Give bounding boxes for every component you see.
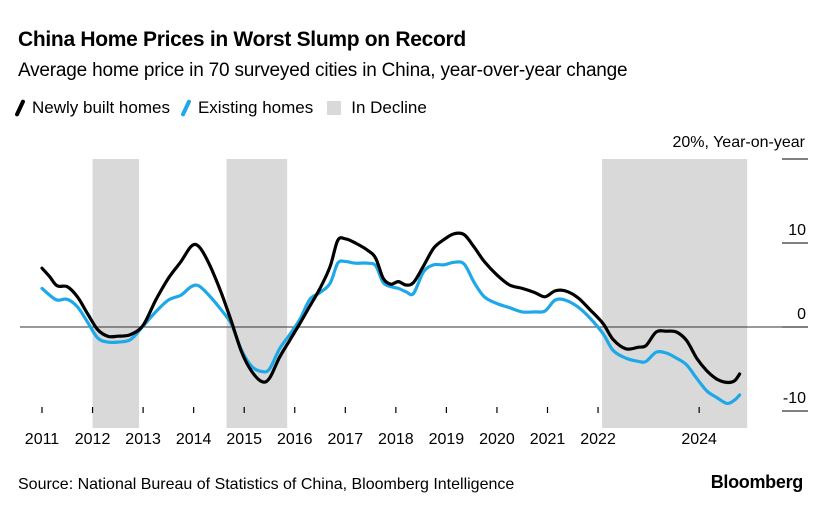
x-tick-label-2018: 2018: [378, 431, 414, 448]
legend-swatch-in-decline: [327, 101, 342, 115]
x-tick-label-2022: 2022: [580, 431, 616, 448]
chart-title: China Home Prices in Worst Slump on Reco…: [18, 28, 466, 51]
source-note: Source: National Bureau of Statistics of…: [18, 476, 515, 493]
x-tick-label-2012: 2012: [75, 431, 111, 448]
x-axis: 2011 2012 2013 2014 2015 2016 2017 2018 2019 2020…: [25, 407, 717, 448]
y-axis: 10 0 -10: [782, 158, 808, 412]
x-tick-label-2013: 2013: [125, 431, 161, 448]
y-tick-label-0: 0: [797, 306, 806, 323]
y-unit-label: 20%, Year-on-year: [672, 134, 805, 151]
x-tick-label-2020: 2020: [479, 431, 515, 448]
legend: Newly built homes Existing homes In Decl…: [14, 98, 441, 118]
x-tick-label-2024: 2024: [681, 431, 717, 448]
x-tick-label-2021: 2021: [530, 431, 566, 448]
legend-item-newly-built: Newly built homes: [14, 98, 170, 118]
x-tick-label-2019: 2019: [429, 431, 465, 448]
x-tick-label-2014: 2014: [176, 431, 212, 448]
legend-item-existing: Existing homes: [180, 98, 314, 118]
bloomberg-logo: Bloomberg: [710, 472, 804, 492]
series-line-existing-homes: [40, 259, 742, 406]
x-tick-label-2016: 2016: [277, 431, 313, 448]
decline-shading-group: [92, 159, 748, 428]
decline-shade-3: [602, 159, 748, 428]
series-line-newly-built-homes: [40, 231, 742, 385]
chart-subtitle: Average home price in 70 surveyed cities…: [18, 60, 628, 81]
y-tick-label--10: -10: [783, 390, 806, 407]
decline-shade-1: [92, 159, 140, 428]
x-tick-label-2017: 2017: [328, 431, 364, 448]
series-lines: [40, 231, 742, 406]
y-tick-label-10: 10: [788, 222, 806, 239]
legend-item-in-decline: In Decline: [327, 98, 427, 118]
legend-label-newly-built: Newly built homes: [32, 98, 170, 117]
x-tick-label-2015: 2015: [226, 431, 262, 448]
decline-shade-2: [226, 159, 288, 428]
x-tick-label-2011: 2011: [25, 431, 60, 448]
legend-label-existing: Existing homes: [197, 98, 314, 117]
legend-label-in-decline: In Decline: [351, 98, 427, 117]
